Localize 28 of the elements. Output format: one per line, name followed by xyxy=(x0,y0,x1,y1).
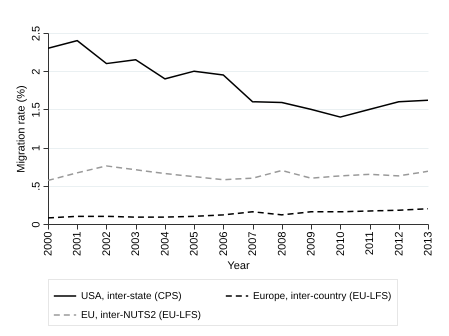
y-tick-label: 0 xyxy=(30,221,42,228)
y-tick-label: .5 xyxy=(30,182,42,191)
y-axis-title: Migration rate (%) xyxy=(16,85,28,173)
x-tick-label: 2001 xyxy=(72,232,84,256)
y-tick-label: 1 xyxy=(30,145,42,152)
x-tick-label: 2009 xyxy=(306,232,318,256)
x-axis-title: Year xyxy=(227,260,250,272)
x-tick-label: 2004 xyxy=(159,232,172,256)
x-tick-label: 2006 xyxy=(218,232,230,256)
x-tick-label: 2010 xyxy=(334,232,347,256)
x-tick-label: 2005 xyxy=(188,232,201,256)
line-series xyxy=(48,165,428,182)
x-tick-label: 2012 xyxy=(393,232,406,256)
line-series xyxy=(48,40,428,118)
x-tick-label: 2003 xyxy=(130,232,142,256)
y-tick-label: 2.5 xyxy=(30,26,42,42)
legend-label: EU, inter-NUTS2 (EU-LFS) xyxy=(81,310,202,321)
y-tick-label: 1.5 xyxy=(30,102,42,118)
x-tick-label: 2007 xyxy=(247,232,260,256)
x-tick-label: 2000 xyxy=(42,232,54,256)
x-tick-label: 2011 xyxy=(364,232,376,256)
line-series xyxy=(48,208,428,219)
legend-label: USA, inter-state (CPS) xyxy=(81,291,182,302)
x-tick-label: 2008 xyxy=(276,232,288,256)
x-tick-label: 2002 xyxy=(100,232,113,256)
y-tick-label: 2 xyxy=(30,68,42,75)
legend-label: Europe, inter-country (EU-LFS) xyxy=(253,291,392,302)
x-tick-label: 2013 xyxy=(422,232,434,256)
